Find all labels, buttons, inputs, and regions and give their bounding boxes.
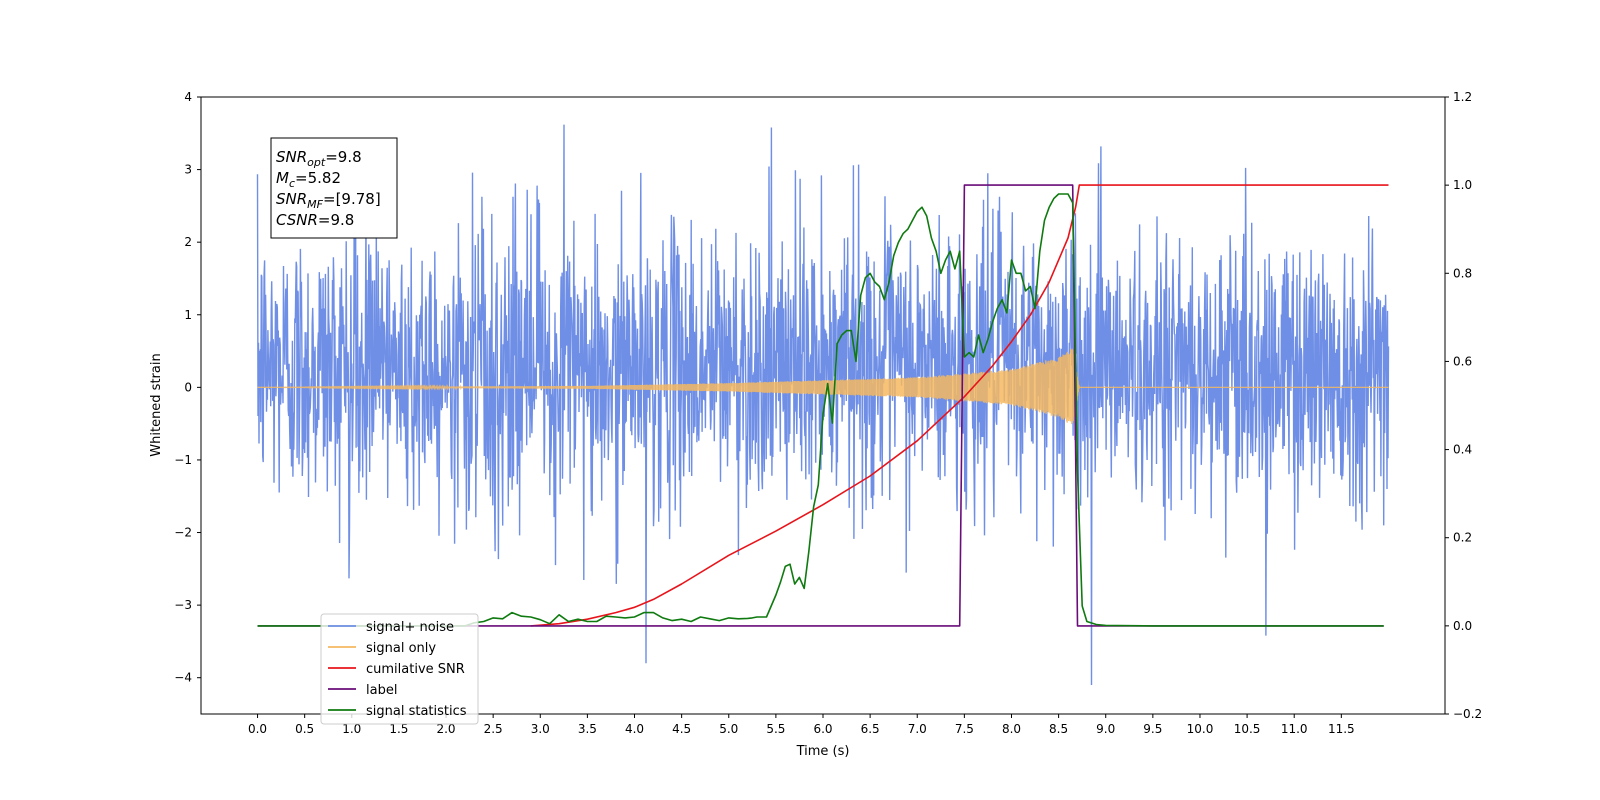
y-right-tick-label: 1.0 xyxy=(1453,178,1472,192)
y-right-tick-label: 0.2 xyxy=(1453,531,1472,545)
x-tick-label: 2.5 xyxy=(484,722,503,736)
series-signal-plus-noise xyxy=(256,124,1390,686)
y-right-tick-label: 0.6 xyxy=(1453,354,1472,368)
y-left-tick-label: 0 xyxy=(184,380,192,394)
left-y-axis: −4 −3 −2 −1 0 1 2 3 4 xyxy=(174,90,201,685)
x-tick-label: 3.5 xyxy=(578,722,597,736)
legend-frame xyxy=(320,613,479,725)
x-tick-label: 0.0 xyxy=(248,722,267,736)
y-axis-title: Whitened strain xyxy=(149,353,164,456)
y-right-tick-label: 0.8 xyxy=(1453,266,1472,280)
legend-label: cumilative SNR xyxy=(366,662,465,677)
y-left-tick-label: −1 xyxy=(174,453,192,467)
y-left-tick-label: 3 xyxy=(184,163,192,177)
series-signal-statistics xyxy=(257,193,1384,627)
x-tick-label: 4.0 xyxy=(625,722,644,736)
x-tick-label: 2.0 xyxy=(436,722,455,736)
y-left-tick-label: −3 xyxy=(174,598,192,612)
x-tick-label: 1.0 xyxy=(342,722,361,736)
legend: signal+ noise signal only cumilative SNR la… xyxy=(320,613,479,725)
y-left-tick-label: −2 xyxy=(174,526,192,540)
legend-label: signal statistics xyxy=(366,704,467,719)
y-right-tick-label: 1.2 xyxy=(1453,90,1472,104)
annotation-line: Mc=5.82 xyxy=(276,169,341,190)
annotation-line: SNRMF=[9.78] xyxy=(276,190,381,211)
x-tick-label: 10.0 xyxy=(1187,722,1214,736)
y-left-tick-label: 1 xyxy=(184,308,192,322)
annotation-line: SNRopt=9.8 xyxy=(276,148,362,169)
x-tick-label: 8.5 xyxy=(1049,722,1068,736)
x-tick-label: 6.5 xyxy=(861,722,880,736)
y-left-tick-label: 2 xyxy=(184,235,192,249)
x-tick-label: 3.0 xyxy=(531,722,550,736)
x-tick-label: 11.0 xyxy=(1281,722,1308,736)
x-tick-label: 9.5 xyxy=(1143,722,1162,736)
y-left-tick-label: −4 xyxy=(174,671,192,685)
right-y-axis: −0.2 0.0 0.2 0.4 0.6 0.8 1.0 1.2 xyxy=(1445,90,1482,721)
y-right-tick-label: 0.4 xyxy=(1453,443,1472,457)
x-tick-label: 4.5 xyxy=(672,722,691,736)
legend-label: signal+ noise xyxy=(366,620,454,635)
x-tick-label: 11.5 xyxy=(1328,722,1355,736)
annotation-line: CSNR=9.8 xyxy=(276,211,354,229)
y-left-tick-label: 4 xyxy=(184,90,192,104)
x-tick-label: 5.5 xyxy=(766,722,785,736)
x-tick-label: 1.5 xyxy=(389,722,408,736)
annotation-frame xyxy=(270,137,398,239)
x-tick-label: 0.5 xyxy=(295,722,314,736)
series-cumulative-snr xyxy=(530,184,1389,627)
y-right-tick-label: 0.0 xyxy=(1453,619,1472,633)
x-axis: 0.0 0.5 1.0 1.5 2.0 2.5 3.0 3.5 4.0 4.5 5.0 5.5 6.0 6… xyxy=(248,714,1355,736)
legend-label: signal only xyxy=(366,641,436,656)
legend-label: label xyxy=(366,683,397,698)
x-tick-label: 7.0 xyxy=(908,722,927,736)
x-axis-title: Time (s) xyxy=(796,744,850,759)
series-signal-only xyxy=(257,348,1389,425)
x-tick-label: 6.0 xyxy=(813,722,832,736)
x-tick-label: 5.0 xyxy=(719,722,738,736)
x-tick-label: 7.5 xyxy=(955,722,974,736)
x-tick-label: 9.0 xyxy=(1096,722,1115,736)
x-tick-label: 10.5 xyxy=(1234,722,1261,736)
y-right-tick-label: −0.2 xyxy=(1453,707,1482,721)
plot-area xyxy=(256,124,1390,686)
x-tick-label: 8.0 xyxy=(1002,722,1021,736)
